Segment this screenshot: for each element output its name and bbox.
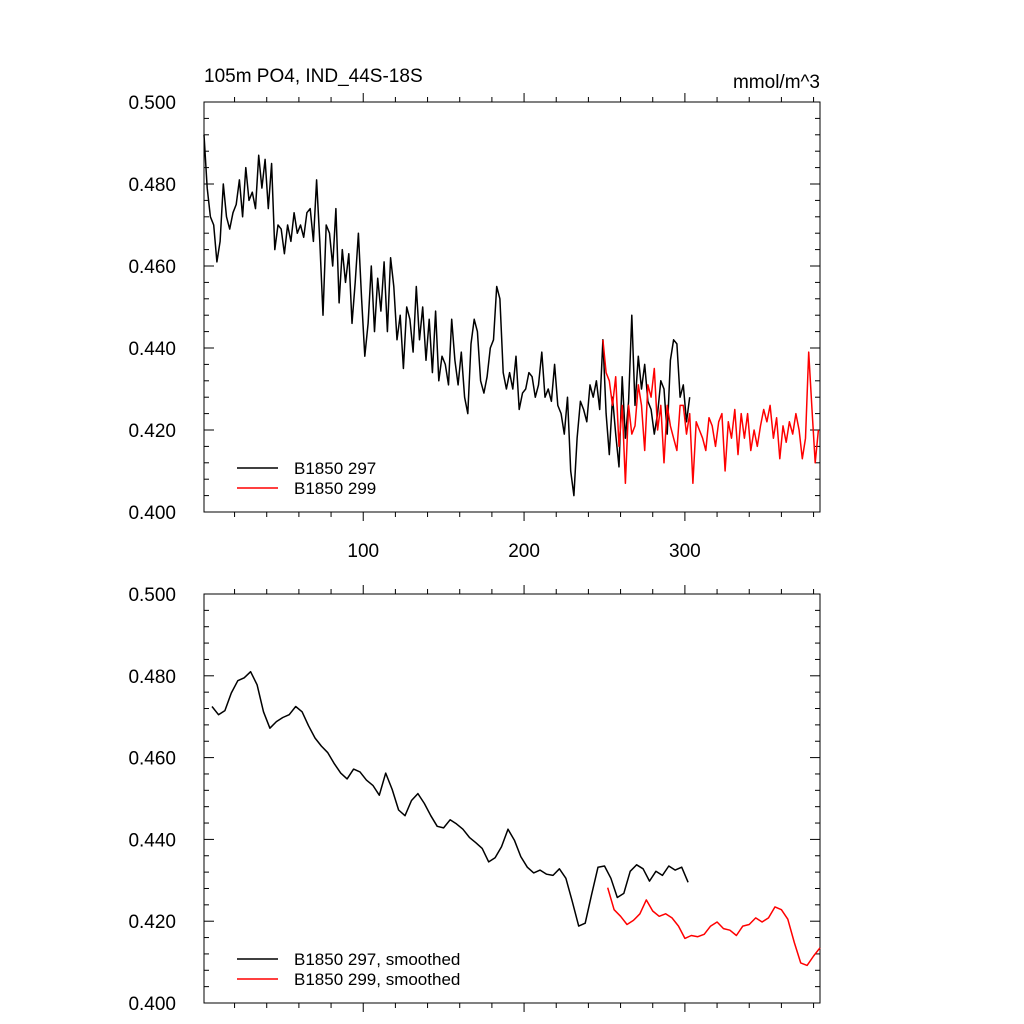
y-tick-label: 0.420 (128, 421, 176, 442)
x-tick-label: 300 (669, 541, 701, 562)
y-tick-label: 0.500 (128, 93, 176, 114)
x-tick-label: 200 (508, 541, 540, 562)
y-tick-label: 0.460 (128, 257, 176, 278)
y-tick-label: 0.400 (128, 503, 176, 524)
y-tick-label: 0.440 (128, 339, 176, 360)
y-tick-label: 0.400 (128, 994, 176, 1015)
y-tick-label: 0.440 (128, 830, 176, 851)
y-tick-label: 0.480 (128, 667, 176, 688)
series-line-2 (606, 887, 821, 967)
legend-label-1: B1850 297 (294, 459, 376, 478)
legend-label-1: B1850 297, smoothed (294, 950, 460, 969)
chart-title: 105m PO4, IND_44S-18S (204, 66, 423, 87)
series-line-1 (211, 670, 689, 927)
plot-frame (203, 593, 821, 1004)
y-tick-label: 0.480 (128, 175, 176, 196)
legend-label-2: B1850 299, smoothed (294, 970, 460, 989)
y-tick-label: 0.460 (128, 749, 176, 770)
x-tick-label: 100 (347, 541, 379, 562)
y-tick-label: 0.420 (128, 912, 176, 933)
plot-frame (203, 101, 821, 513)
bottom-panel: 0.400 0.420 0.440 0.460 0.480 0.500 B1850 297,… (128, 585, 821, 1015)
units-label: mmol/m^3 (733, 72, 820, 93)
legend-label-2: B1850 299 (294, 479, 376, 498)
top-panel: 0.400 0.420 0.440 0.460 0.480 0.500 100 200 300 1… (128, 66, 821, 562)
series-line-2 (602, 339, 820, 485)
series-line-1 (203, 134, 691, 497)
y-tick-label: 0.500 (128, 585, 176, 606)
